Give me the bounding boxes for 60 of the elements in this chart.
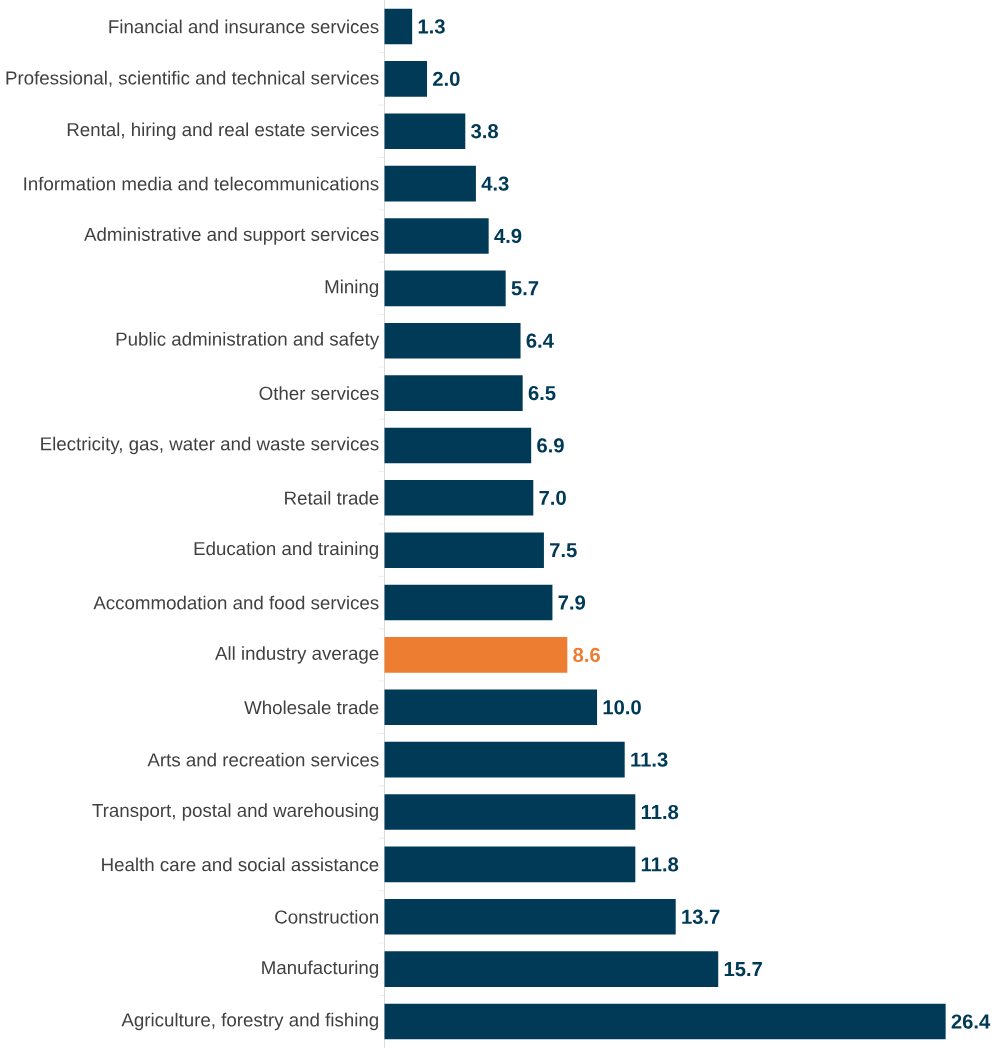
data-label: 1.3 bbox=[418, 19, 445, 34]
data-label: 15.7 bbox=[724, 962, 762, 977]
y-tick-label: Arts and recreation services bbox=[147, 752, 379, 767]
y-tick-label: Construction bbox=[275, 909, 378, 924]
data-label: 7.5 bbox=[549, 543, 577, 558]
y-tick-label: Rental, hiring and real estate services bbox=[67, 122, 379, 140]
data-label: 11.3 bbox=[631, 752, 668, 767]
data-label: 6.9 bbox=[537, 438, 564, 453]
data-label: 3.8 bbox=[470, 124, 498, 139]
bar bbox=[384, 8, 413, 45]
data-label: 26.4 bbox=[951, 1014, 991, 1029]
data-label: 11.8 bbox=[641, 804, 679, 820]
bar bbox=[384, 427, 532, 464]
y-tick-label: Other services bbox=[259, 386, 379, 400]
data-label: 7.0 bbox=[539, 490, 566, 505]
bar bbox=[384, 113, 466, 150]
bar bbox=[384, 270, 506, 307]
data-label: 10.0 bbox=[603, 700, 641, 715]
y-tick-label: Electricity, gas, water and waste services bbox=[41, 436, 379, 455]
y-tick-label: Wholesale trade bbox=[244, 700, 379, 715]
y-tick-label: Financial and insurance services bbox=[109, 19, 379, 34]
y-tick-label: Administrative and support services bbox=[83, 227, 379, 245]
bar bbox=[384, 1003, 946, 1040]
data-label: 5.7 bbox=[511, 281, 539, 296]
bar bbox=[384, 165, 476, 202]
data-label: 6.5 bbox=[528, 385, 556, 401]
data-label: 4.9 bbox=[494, 228, 522, 244]
y-tick-label: Information media and telecommunications bbox=[24, 176, 379, 191]
data-label: 11.8 bbox=[641, 857, 679, 872]
data-label: 6.4 bbox=[526, 333, 554, 348]
bar bbox=[384, 898, 676, 935]
y-tick-label: Manufacturing bbox=[262, 960, 378, 978]
y-tick-label: Accommodation and food services bbox=[93, 595, 379, 610]
y-tick-label: Agriculture, forestry and fishing bbox=[121, 1012, 378, 1031]
y-tick-label: Professional, scientific and technical services bbox=[6, 70, 379, 87]
bar bbox=[384, 846, 636, 883]
bar bbox=[384, 741, 625, 778]
data-label: 7.9 bbox=[558, 595, 585, 610]
y-tick-label: All industry average bbox=[214, 646, 379, 664]
bar bbox=[384, 375, 523, 411]
bar bbox=[384, 951, 719, 987]
y-tick-label: Mining bbox=[325, 279, 378, 298]
data-label: 4.3 bbox=[481, 176, 509, 191]
y-tick-label: Public administration and safety bbox=[116, 331, 380, 350]
bar bbox=[384, 637, 568, 673]
data-label: 8.6 bbox=[573, 647, 600, 663]
bar bbox=[384, 689, 597, 726]
bar bbox=[384, 322, 521, 359]
y-tick-label: Health care and social assistance bbox=[102, 857, 379, 872]
y-tick-label: Education and training bbox=[194, 541, 378, 559]
data-label: 13.7 bbox=[682, 909, 720, 924]
y-tick-label: Retail trade bbox=[285, 490, 379, 505]
bar bbox=[384, 480, 534, 516]
data-label: 2.0 bbox=[432, 71, 460, 86]
bar bbox=[384, 794, 636, 830]
bar bbox=[384, 218, 489, 254]
bar bbox=[384, 584, 553, 621]
bar bbox=[384, 61, 427, 97]
bar bbox=[384, 532, 544, 568]
y-tick-label: Transport, postal and warehousing bbox=[92, 803, 378, 821]
